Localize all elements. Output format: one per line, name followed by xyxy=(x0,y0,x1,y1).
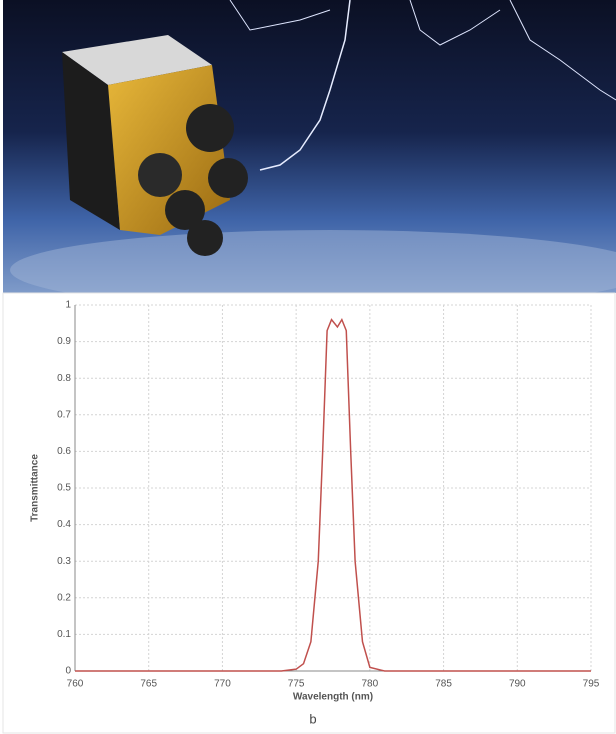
x-tick-label: 765 xyxy=(140,679,157,690)
y-tick-label: 0.3 xyxy=(57,556,71,567)
x-tick-label: 790 xyxy=(509,679,526,690)
photo xyxy=(3,0,616,310)
panel-label: b xyxy=(309,711,316,726)
y-axis-title: Transmittance xyxy=(30,454,41,522)
chart-panel xyxy=(3,293,615,733)
y-tick-label: 0.7 xyxy=(57,409,71,420)
y-tick-label: 0.4 xyxy=(57,519,71,530)
x-tick-label: 760 xyxy=(67,679,84,690)
x-axis-title: Wavelength (nm) xyxy=(293,692,373,703)
y-tick-label: 0.1 xyxy=(57,629,71,640)
x-tick-label: 780 xyxy=(362,679,379,690)
y-tick-label: 1 xyxy=(65,300,71,311)
x-tick-label: 795 xyxy=(583,679,600,690)
x-tick-label: 775 xyxy=(288,679,305,690)
x-tick-label: 770 xyxy=(214,679,231,690)
y-tick-label: 0.2 xyxy=(57,592,71,603)
y-tick-label: 0 xyxy=(65,666,71,677)
y-tick-label: 0.8 xyxy=(57,373,71,384)
y-tick-label: 0.5 xyxy=(57,483,71,494)
y-tick-label: 0.6 xyxy=(57,446,71,457)
y-tick-label: 0.9 xyxy=(57,336,71,347)
x-tick-label: 785 xyxy=(435,679,452,690)
